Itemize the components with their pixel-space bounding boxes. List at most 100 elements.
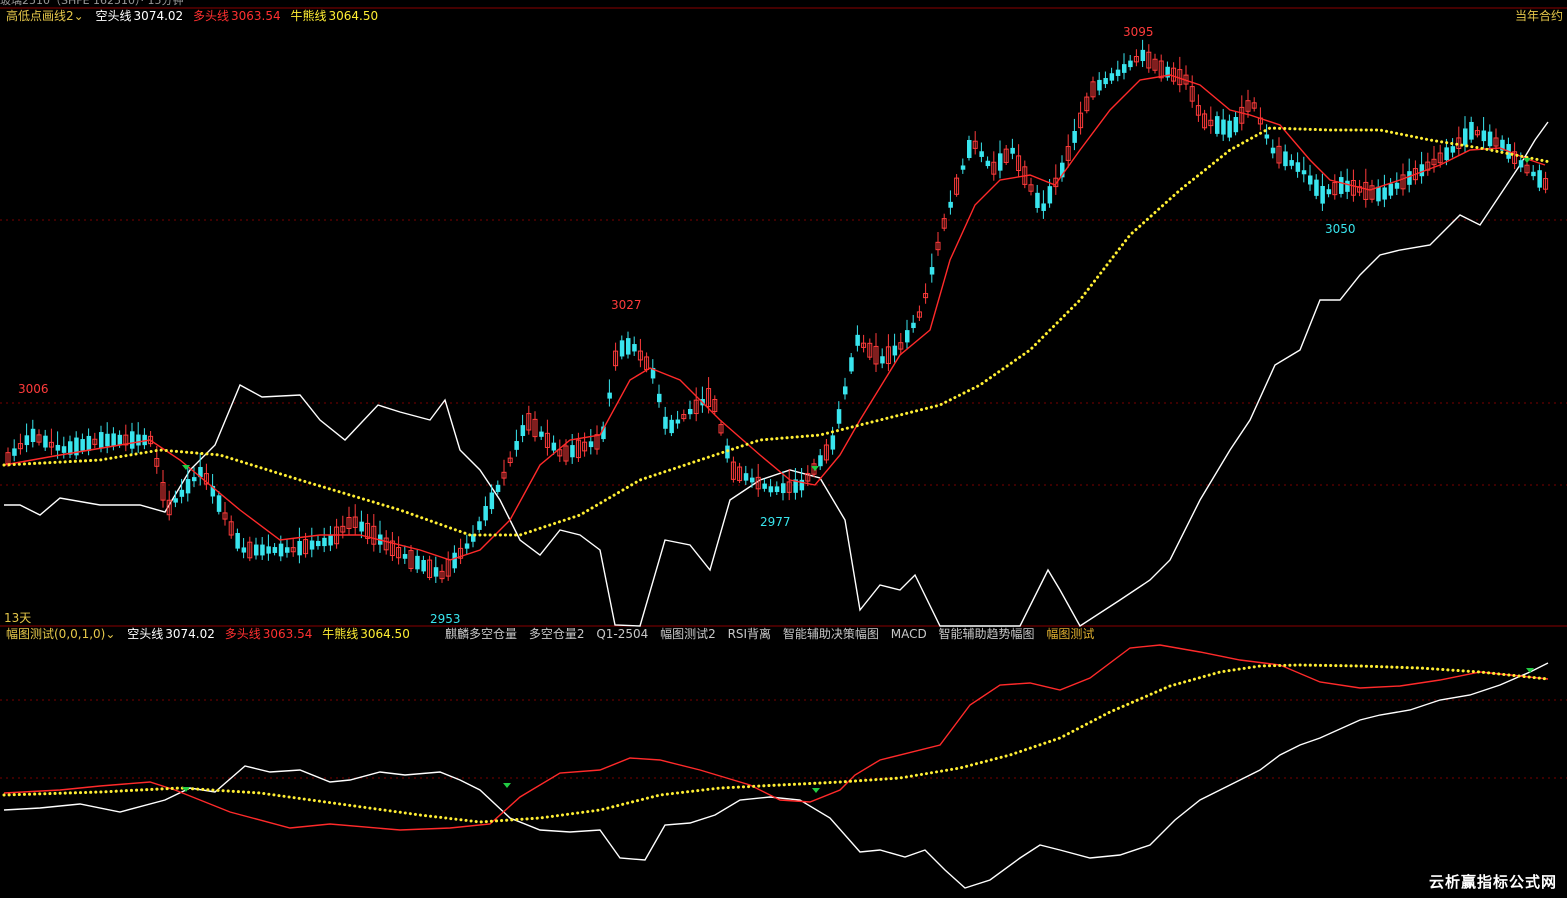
short-line-value: 3074.02	[165, 627, 215, 641]
tab-position-volume-2[interactable]: 多空仓量2	[528, 627, 585, 641]
tab-rsi-divergence[interactable]: RSI背离	[727, 627, 772, 641]
candle-up	[991, 161, 997, 175]
candle-down	[774, 486, 780, 492]
candle-down	[216, 495, 222, 512]
tab-sub-test-2[interactable]: 幅图测试2	[660, 627, 716, 641]
candle-up	[166, 499, 172, 516]
candle-up	[396, 547, 402, 559]
tab-smart-trend[interactable]: 智能辅助趋势幅图	[938, 627, 1035, 641]
candle-down	[1221, 119, 1226, 135]
tab-q1-2504[interactable]: Q1-2504	[596, 627, 649, 641]
candle-up	[365, 522, 371, 539]
candle-up	[1016, 155, 1022, 172]
candle-down	[985, 160, 991, 167]
candle-up	[92, 438, 98, 445]
trough-label: 2977	[760, 515, 791, 529]
candle-up	[1195, 105, 1201, 116]
bull-bear-value: 3064.50	[328, 9, 379, 23]
candle-up	[1028, 184, 1034, 192]
candle-down	[836, 409, 842, 424]
candle-up	[160, 482, 166, 501]
candle-up	[712, 399, 718, 412]
candle-down	[1109, 73, 1115, 81]
candle-down	[1376, 186, 1381, 202]
long-line-path	[3, 74, 1546, 561]
chevron-down-icon[interactable]: ⌄	[73, 9, 84, 23]
indicator-name[interactable]: 高低点画线2	[6, 9, 74, 23]
candle-down	[1394, 182, 1400, 189]
trough-label: 3050	[1325, 222, 1356, 236]
candle-down	[235, 532, 240, 549]
candle-down	[607, 392, 612, 399]
candle-down	[1518, 160, 1524, 168]
candle-down	[520, 425, 526, 437]
candle-up	[1493, 137, 1499, 147]
candle-up	[1146, 51, 1152, 69]
candle-down	[1072, 131, 1077, 143]
candle-down	[328, 535, 333, 546]
candle-down	[1301, 170, 1307, 175]
candle-up	[1431, 158, 1437, 166]
candle-up	[1332, 182, 1338, 196]
candle-down	[1227, 120, 1232, 138]
candle-down	[1289, 160, 1294, 166]
window-title: 玻璃2510（SHFE 162510）· 15分钟	[0, 0, 184, 7]
candle-down	[1469, 121, 1474, 140]
candle-down	[830, 435, 836, 450]
candle-down	[402, 554, 408, 559]
bull-bear-label: 牛熊线	[322, 627, 359, 641]
candle-up	[1133, 56, 1139, 63]
candle-down	[1165, 66, 1170, 78]
candle-up	[1400, 174, 1406, 190]
candle-down	[626, 338, 631, 355]
candle-up	[340, 525, 346, 533]
candle-down	[1531, 171, 1536, 177]
candle-up	[383, 537, 389, 551]
candle-down	[675, 419, 681, 424]
tab-sub-test[interactable]: 幅图测试	[1046, 627, 1095, 641]
candle-up	[916, 311, 922, 318]
candle-down	[905, 330, 910, 343]
candle-down	[1419, 164, 1425, 177]
chevron-down-icon[interactable]: ⌄	[105, 627, 116, 641]
sub-panel-lines	[2, 644, 1550, 889]
tab-macd[interactable]: MACD	[890, 627, 927, 641]
candle-up	[408, 550, 414, 569]
candle-up	[48, 441, 54, 448]
candle-up	[1350, 180, 1356, 196]
candle-up	[954, 177, 960, 195]
main-indicator-header: 高低点画线2⌄ 空头线 3074.02 多头线 3063.54 牛熊线 3064.50	[6, 9, 384, 23]
candle-down	[254, 544, 259, 556]
candle-down	[1035, 192, 1040, 208]
candle-down	[1140, 49, 1146, 62]
tab-qilin[interactable]: 麒麟多空仓量	[445, 627, 518, 641]
contract-label[interactable]: 当年合约	[1514, 9, 1563, 23]
candle-up	[867, 342, 873, 358]
peak-label: 3006	[18, 382, 49, 396]
candle-up	[290, 547, 296, 553]
candle-up	[706, 388, 712, 408]
candle-up	[532, 418, 538, 438]
candle-up	[203, 473, 209, 485]
candle-up	[222, 512, 228, 520]
candle-up	[17, 443, 23, 450]
candle-up	[1524, 164, 1530, 174]
candle-down	[210, 485, 216, 497]
candle-down	[43, 435, 48, 448]
candle-down	[1382, 187, 1387, 200]
candle-down	[998, 153, 1003, 171]
tab-smart-decision[interactable]: 智能辅助决策幅图	[782, 627, 879, 641]
candle-up	[613, 350, 619, 367]
candle-down	[632, 344, 637, 352]
sub-indicator-name[interactable]: 幅图测试(0,0,1,0)	[6, 627, 106, 641]
candle-up	[582, 441, 588, 452]
candle-up	[544, 432, 550, 448]
candle-up	[1474, 130, 1480, 136]
candle-down	[198, 466, 203, 478]
candle-up	[1437, 152, 1443, 164]
candle-up	[1189, 86, 1195, 102]
candle-up	[1239, 106, 1245, 124]
candle-up	[693, 399, 699, 415]
candle-up	[154, 458, 160, 467]
